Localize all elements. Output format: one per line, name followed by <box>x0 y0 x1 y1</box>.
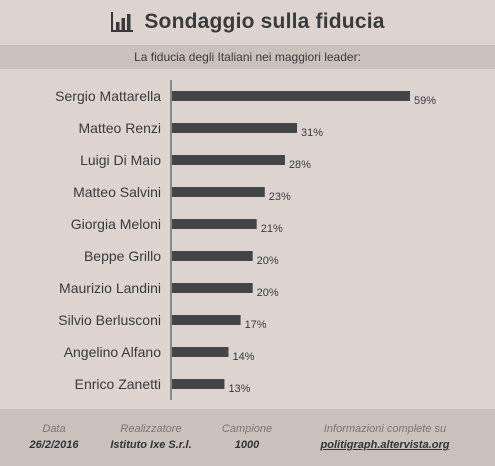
value-label: 28% <box>289 159 311 171</box>
chart-subtitle: La fiducia degli Italiani nei maggiori l… <box>134 50 361 64</box>
sample-label: Campione <box>221 423 273 435</box>
category-label: Sergio Mattarella <box>55 88 161 104</box>
category-label: Silvio Berlusconi <box>58 312 161 328</box>
bar <box>172 283 253 293</box>
value-label: 21% <box>261 223 283 235</box>
subtitle-band: La fiducia degli Italiani nei maggiori l… <box>0 45 495 69</box>
title-group: Sondaggio sulla fiducia <box>110 10 384 34</box>
bar-chart: Sergio Mattarella 59% Matteo Renzi 31% Luigi… <box>55 80 436 400</box>
bar <box>172 251 253 261</box>
value-label: 14% <box>232 351 254 363</box>
category-label: Luigi Di Maio <box>80 152 161 168</box>
bar <box>172 123 298 133</box>
footer-info: Informazioni complete su politigraph.alt… <box>306 422 464 454</box>
footer-maker: Realizzatore Istituto Ixe S.r.l. <box>104 422 198 454</box>
header: Sondaggio sulla fiducia <box>0 0 495 44</box>
value-label: 31% <box>301 127 323 139</box>
bar <box>172 379 225 389</box>
date-label: Data <box>42 423 66 435</box>
category-label: Matteo Salvini <box>73 184 161 200</box>
value-label: 23% <box>269 191 291 203</box>
bar <box>172 187 265 197</box>
info-label: Informazioni complete su <box>323 423 447 435</box>
footer-date: Data 26/2/2016 <box>22 422 86 454</box>
bar <box>172 347 229 357</box>
chart-area: Sergio Mattarella 59% Matteo Renzi 31% Luigi… <box>0 72 495 406</box>
value-label: 59% <box>414 95 436 107</box>
category-label: Maurizio Landini <box>59 280 161 296</box>
value-label: 13% <box>228 383 250 395</box>
footer: Data 26/2/2016 Realizzatore Istituto Ixe… <box>0 409 495 466</box>
bar <box>172 219 257 229</box>
value-label: 17% <box>245 319 267 331</box>
date-value: 26/2/2016 <box>29 439 79 451</box>
maker-value: Istituto Ixe S.r.l. <box>110 439 192 451</box>
category-label: Angelino Alfano <box>64 344 162 360</box>
category-label: Giorgia Meloni <box>71 216 161 232</box>
category-label: Enrico Zanetti <box>75 376 161 392</box>
page-title: Sondaggio sulla fiducia <box>144 10 385 33</box>
category-label: Beppe Grillo <box>84 248 161 264</box>
bar <box>172 155 285 165</box>
value-label: 20% <box>257 287 279 299</box>
bar-chart-icon <box>111 12 134 32</box>
footer-sample: Campione 1000 <box>214 422 280 454</box>
info-link[interactable]: politigraph.altervista.org <box>320 439 450 451</box>
bar <box>172 315 241 325</box>
bar <box>172 91 410 101</box>
value-label: 20% <box>257 255 279 267</box>
maker-label: Realizzatore <box>120 423 182 435</box>
sample-value: 1000 <box>234 439 260 451</box>
category-label: Matteo Renzi <box>79 120 161 136</box>
